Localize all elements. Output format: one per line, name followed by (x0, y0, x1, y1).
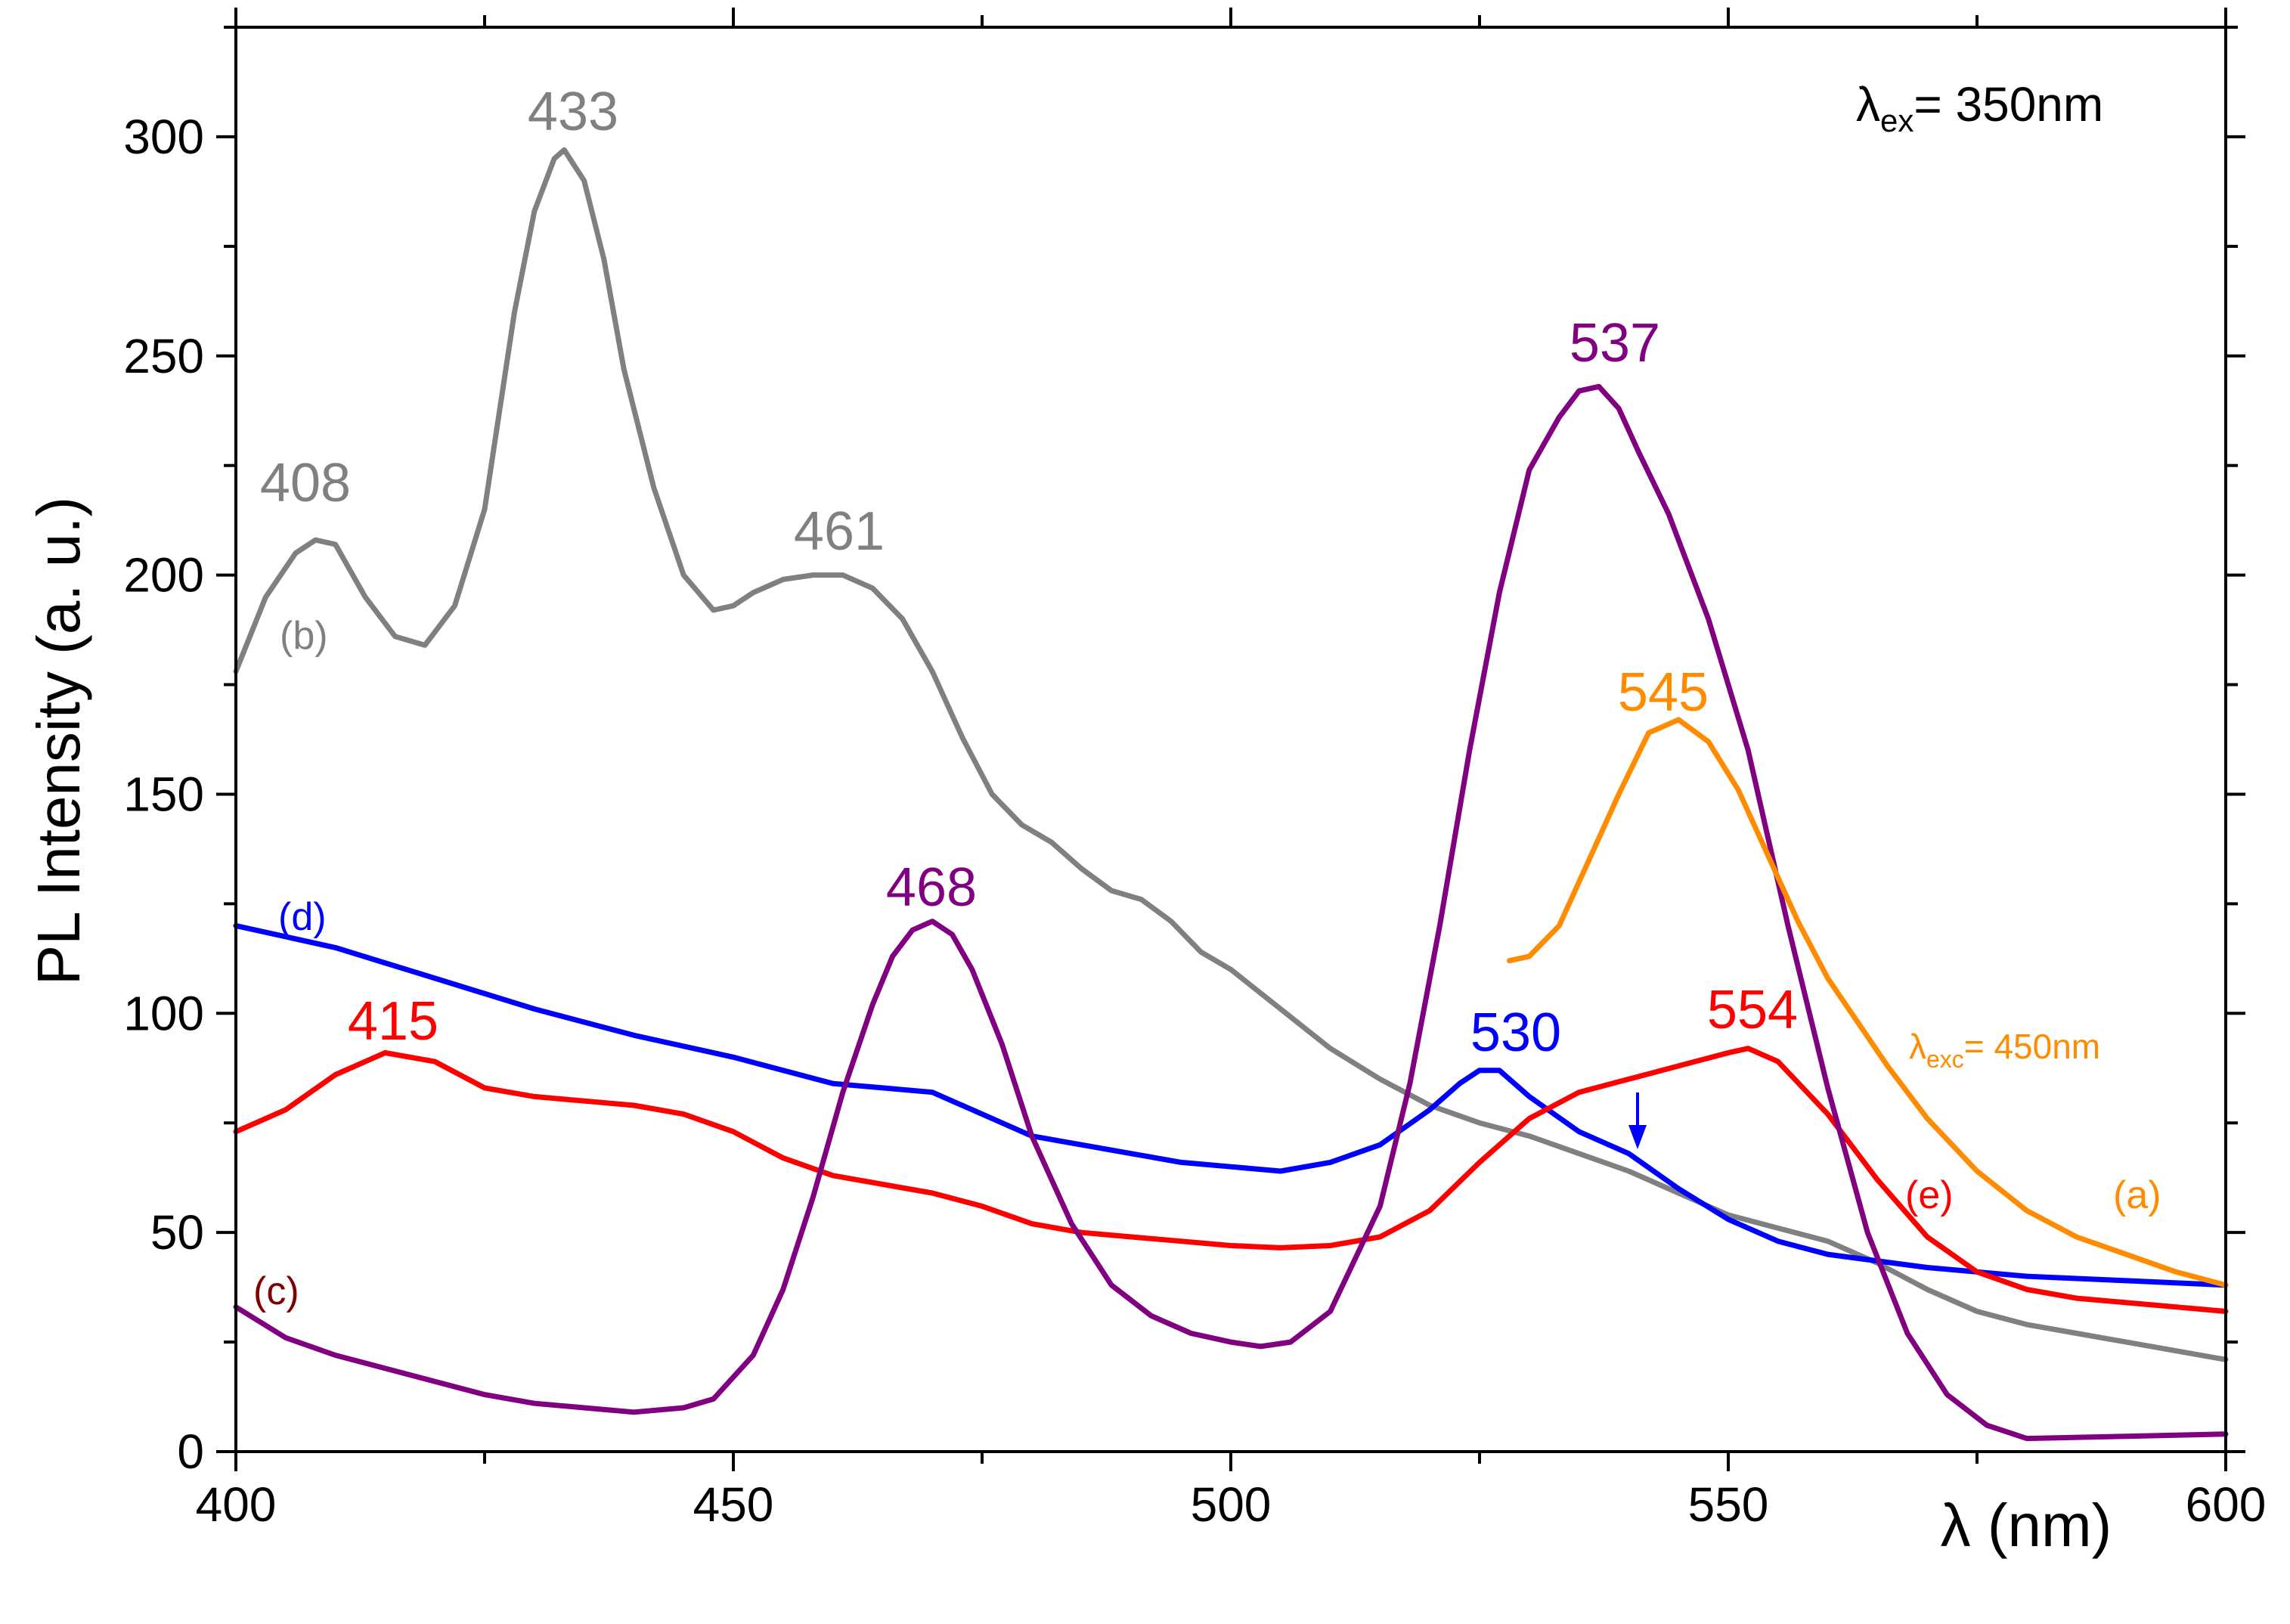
curve-label-b: (b) (280, 614, 328, 658)
lambda-symbol-a: λ (1909, 1027, 1926, 1066)
peak-label-468: 468 (886, 857, 977, 918)
peak-label-545: 545 (1618, 662, 1709, 723)
excitation-annotation-a: λexc= 450nm (1909, 1027, 2100, 1073)
x-tick-label: 400 (196, 1477, 277, 1532)
y-tick-label: 200 (123, 548, 204, 603)
lambda-subscript-a: exc (1926, 1046, 1964, 1073)
peak-labels: 408 433 461 468 537 545 554 530 415 (260, 82, 1798, 1063)
excitation-value: = 350nm (1913, 77, 2103, 132)
curve-labels: (b) (d) (c) (e) (a) (253, 614, 2161, 1313)
excitation-annotation: λex= 350nm (1856, 77, 2103, 138)
lambda-symbol: λ (1856, 77, 1880, 132)
excitation-value-a: = 450nm (1964, 1027, 2100, 1066)
curve-label-d: (d) (278, 895, 327, 939)
y-tick-label: 50 (150, 1205, 204, 1260)
y-tick-label: 250 (123, 329, 204, 383)
series-line-e (233, 1046, 2229, 1314)
curve-label-e: (e) (1905, 1173, 1954, 1217)
x-tick-label: 550 (1688, 1477, 1769, 1532)
series-line-a (1507, 717, 2229, 1288)
y-axis-title: PL Intensity (a. u.) (25, 497, 92, 985)
x-tick-label: 600 (2186, 1477, 2267, 1532)
arrow-marker (1628, 1092, 1647, 1149)
peak-label-415: 415 (348, 991, 438, 1052)
x-axis-title: λ (nm) (1941, 1492, 2112, 1559)
ticks-layer: 400 450 500 550 600 0 50 100 150 200 250 300 (123, 8, 2266, 1532)
x-tick-label: 500 (1191, 1477, 1272, 1532)
curve-label-c: (c) (253, 1269, 299, 1313)
peak-label-554: 554 (1707, 980, 1798, 1040)
curve-label-a: (a) (2113, 1173, 2161, 1217)
y-tick-label: 300 (123, 110, 204, 164)
y-tick-label: 150 (123, 767, 204, 821)
series-layer (233, 147, 2229, 1442)
lambda-subscript: ex (1880, 103, 1913, 138)
peak-label-408: 408 (260, 453, 351, 513)
x-tick-label: 450 (693, 1477, 774, 1532)
peak-label-461: 461 (794, 501, 885, 562)
series-line-b (233, 147, 2229, 1362)
series-line-c (233, 383, 2229, 1442)
peak-label-433: 433 (528, 82, 618, 142)
peak-label-530: 530 (1470, 1003, 1561, 1063)
peak-label-537: 537 (1570, 313, 1660, 373)
y-tick-label: 0 (177, 1424, 204, 1479)
series-line-d (233, 922, 2229, 1288)
y-tick-label: 100 (123, 986, 204, 1040)
